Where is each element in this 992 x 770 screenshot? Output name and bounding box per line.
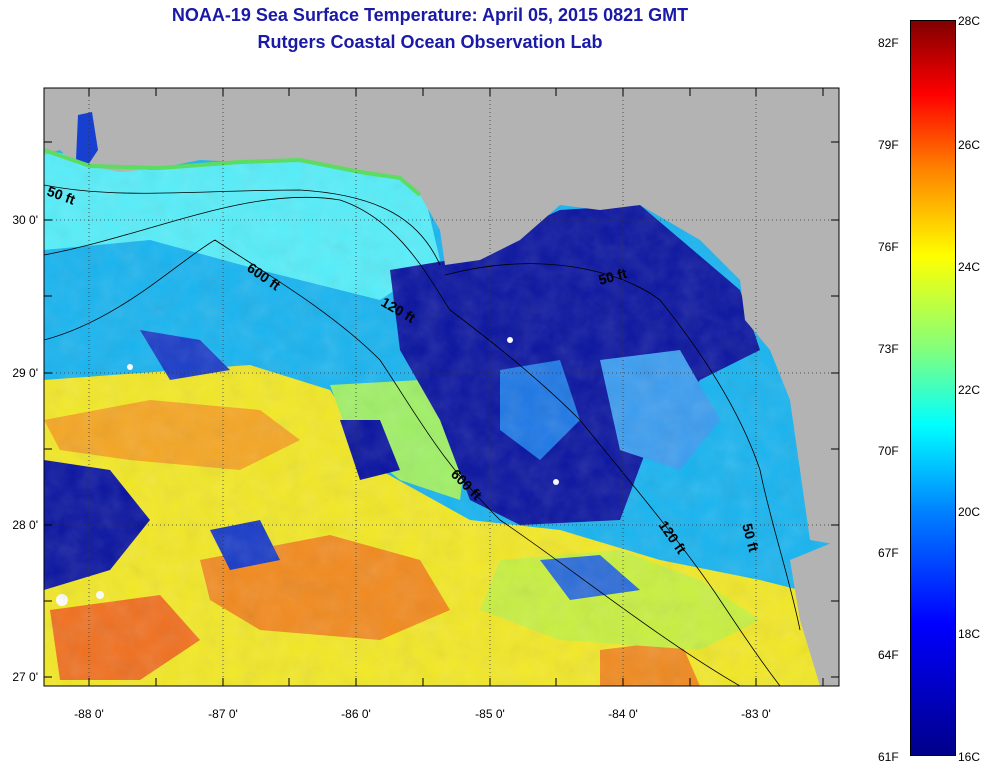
colorbar-label-26c: 26C: [958, 138, 981, 152]
contour-label-50ft-south: 50 ft: [739, 522, 762, 554]
colorbar-label-70f: 70F: [878, 444, 899, 458]
lon-label-83: -83 0': [741, 707, 771, 721]
land-mass: [44, 88, 839, 545]
lon-label-85: -85 0': [475, 707, 505, 721]
colorbar-label-24c: 24C: [958, 260, 981, 274]
map-subtitle: Rutgers Coastal Ocean Observation Lab: [257, 32, 603, 52]
colorbar-label-16c: 16C: [958, 750, 981, 764]
sst-field: [44, 88, 839, 686]
colorbar-label-61f: 61F: [878, 750, 899, 764]
map-title: NOAA-19 Sea Surface Temperature: April 0…: [171, 5, 689, 25]
lon-label-87: -87 0': [208, 707, 238, 721]
colorbar-label-73f: 73F: [878, 342, 899, 356]
lon-label-88: -88 0': [74, 707, 104, 721]
lon-label-86: -86 0': [341, 707, 371, 721]
colorbar-label-22c: 22C: [958, 383, 981, 397]
colorbar-label-79f: 79F: [878, 138, 899, 152]
lon-label-84: -84 0': [608, 707, 638, 721]
colorbar-label-28c: 28C: [958, 14, 981, 28]
temperature-colorbar: [910, 20, 956, 756]
colorbar-label-18c: 18C: [958, 627, 981, 641]
map-frame: [43, 87, 840, 687]
graticule: [44, 88, 839, 686]
lat-label-28: 28 0': [12, 518, 38, 532]
lat-label-27: 27 0': [12, 670, 38, 684]
lat-label-29: 29 0': [12, 366, 38, 380]
colorbar-label-67f: 67F: [878, 546, 899, 560]
colorbar-label-82f: 82F: [878, 36, 899, 50]
colorbar-label-76f: 76F: [878, 240, 899, 254]
bathymetry-contours: [44, 184, 801, 686]
axis-ticks: [44, 88, 839, 686]
colorbar-label-64f: 64F: [878, 648, 899, 662]
contour-label-50ft-east: 50 ft: [597, 265, 629, 288]
lat-label-30: 30 0': [12, 213, 38, 227]
colorbar-label-20c: 20C: [958, 505, 981, 519]
